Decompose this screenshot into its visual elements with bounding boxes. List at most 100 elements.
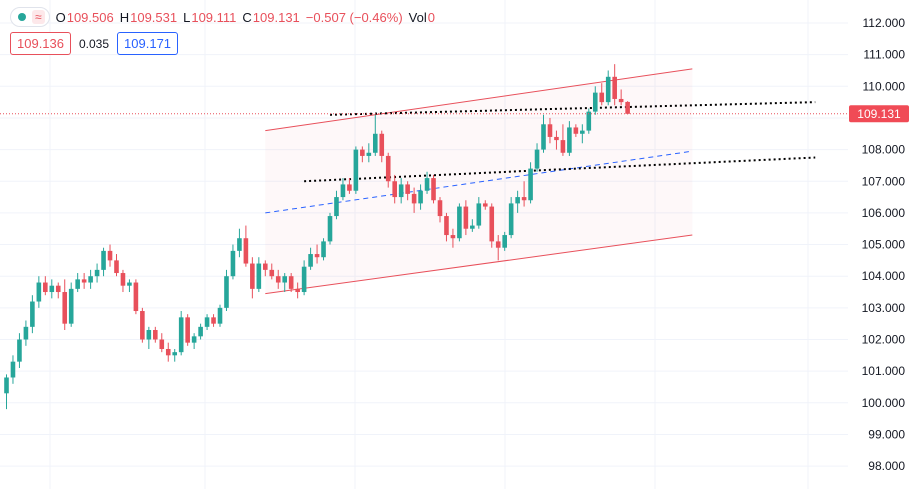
candle[interactable] xyxy=(269,263,275,280)
candle[interactable] xyxy=(17,333,22,368)
candle[interactable] xyxy=(502,231,507,251)
candle[interactable] xyxy=(250,257,255,299)
candle[interactable] xyxy=(586,108,592,134)
candle[interactable] xyxy=(275,269,281,289)
candle[interactable] xyxy=(625,101,630,115)
candle[interactable] xyxy=(30,295,35,334)
candle[interactable] xyxy=(107,244,113,267)
candle[interactable] xyxy=(450,228,456,248)
candle[interactable] xyxy=(88,269,93,289)
candle[interactable] xyxy=(347,178,352,194)
candle[interactable] xyxy=(288,273,294,293)
candle[interactable] xyxy=(321,238,326,261)
candle[interactable] xyxy=(476,197,482,229)
candle[interactable] xyxy=(10,355,16,384)
legend-toggle[interactable]: ≈ xyxy=(10,7,50,27)
candle[interactable] xyxy=(140,307,145,343)
candle[interactable] xyxy=(560,124,566,156)
candle[interactable] xyxy=(340,178,346,201)
candle[interactable] xyxy=(23,320,29,346)
sell-button[interactable]: 109.136 xyxy=(10,32,71,55)
candle[interactable] xyxy=(528,162,533,204)
candle[interactable] xyxy=(94,263,100,283)
candle[interactable] xyxy=(580,124,585,144)
candle[interactable] xyxy=(4,374,9,410)
candle[interactable] xyxy=(185,314,190,346)
candle[interactable] xyxy=(360,146,365,163)
candle[interactable] xyxy=(75,273,80,293)
candle[interactable] xyxy=(411,187,417,213)
candle[interactable] xyxy=(43,276,48,296)
candle[interactable] xyxy=(211,314,216,327)
candle[interactable] xyxy=(224,269,229,312)
candle[interactable] xyxy=(392,174,397,204)
candle[interactable] xyxy=(153,326,158,343)
candle[interactable] xyxy=(172,348,178,362)
candle[interactable] xyxy=(308,247,313,270)
candle[interactable] xyxy=(159,333,165,353)
buy-button[interactable]: 109.171 xyxy=(117,32,179,55)
candle[interactable] xyxy=(334,190,339,220)
candle[interactable] xyxy=(605,70,611,106)
candle[interactable] xyxy=(191,333,197,349)
candle[interactable] xyxy=(146,326,152,349)
candle[interactable] xyxy=(55,282,61,299)
candle[interactable] xyxy=(541,114,546,153)
candle[interactable] xyxy=(489,203,495,248)
candle[interactable] xyxy=(567,121,572,156)
candle[interactable] xyxy=(81,273,87,289)
candle[interactable] xyxy=(592,86,598,115)
channel-lower-line[interactable] xyxy=(265,234,693,295)
candle[interactable] xyxy=(424,171,430,194)
candle[interactable] xyxy=(431,174,436,204)
candle[interactable] xyxy=(36,276,42,308)
candle[interactable] xyxy=(385,152,391,188)
candle[interactable] xyxy=(133,279,139,315)
candle[interactable] xyxy=(295,282,300,299)
candle[interactable] xyxy=(256,257,262,293)
candle[interactable] xyxy=(366,143,372,163)
candle[interactable] xyxy=(573,124,579,137)
candle[interactable] xyxy=(243,225,249,267)
candle[interactable] xyxy=(470,219,475,232)
candle[interactable] xyxy=(618,89,624,106)
candle[interactable] xyxy=(49,279,55,299)
candle[interactable] xyxy=(444,212,449,242)
candle[interactable] xyxy=(437,197,443,223)
candle[interactable] xyxy=(554,130,559,150)
candle[interactable] xyxy=(405,181,410,201)
candle[interactable] xyxy=(204,314,210,331)
candle[interactable] xyxy=(547,117,553,144)
candle[interactable] xyxy=(418,184,423,210)
candle[interactable] xyxy=(263,260,268,277)
candle[interactable] xyxy=(515,190,520,213)
candle[interactable] xyxy=(379,130,385,163)
candle[interactable] xyxy=(508,197,514,239)
candle[interactable] xyxy=(237,228,242,258)
candle[interactable] xyxy=(68,282,74,327)
candle[interactable] xyxy=(101,247,106,277)
price-axis[interactable]: 112.000111.000110.000109.000108.000107.0… xyxy=(862,16,906,473)
candle[interactable] xyxy=(327,212,333,245)
candle[interactable] xyxy=(282,273,288,293)
candle[interactable] xyxy=(301,260,307,296)
candle[interactable] xyxy=(612,64,617,106)
candle[interactable] xyxy=(62,279,68,331)
candle[interactable] xyxy=(495,235,501,261)
candle[interactable] xyxy=(353,146,359,194)
candle[interactable] xyxy=(217,304,223,327)
resistance-trendline[interactable] xyxy=(329,101,816,116)
candle[interactable] xyxy=(398,178,404,204)
candle[interactable] xyxy=(230,244,236,280)
candle[interactable] xyxy=(314,244,320,264)
candle[interactable] xyxy=(521,181,527,207)
channel-upper-line[interactable] xyxy=(265,68,693,132)
candle[interactable] xyxy=(463,200,469,236)
candle[interactable] xyxy=(534,143,540,172)
candle[interactable] xyxy=(114,254,119,277)
candle[interactable] xyxy=(372,114,378,156)
wave-icon[interactable]: ≈ xyxy=(32,10,45,24)
candle[interactable] xyxy=(457,203,462,242)
candle[interactable] xyxy=(178,311,184,356)
